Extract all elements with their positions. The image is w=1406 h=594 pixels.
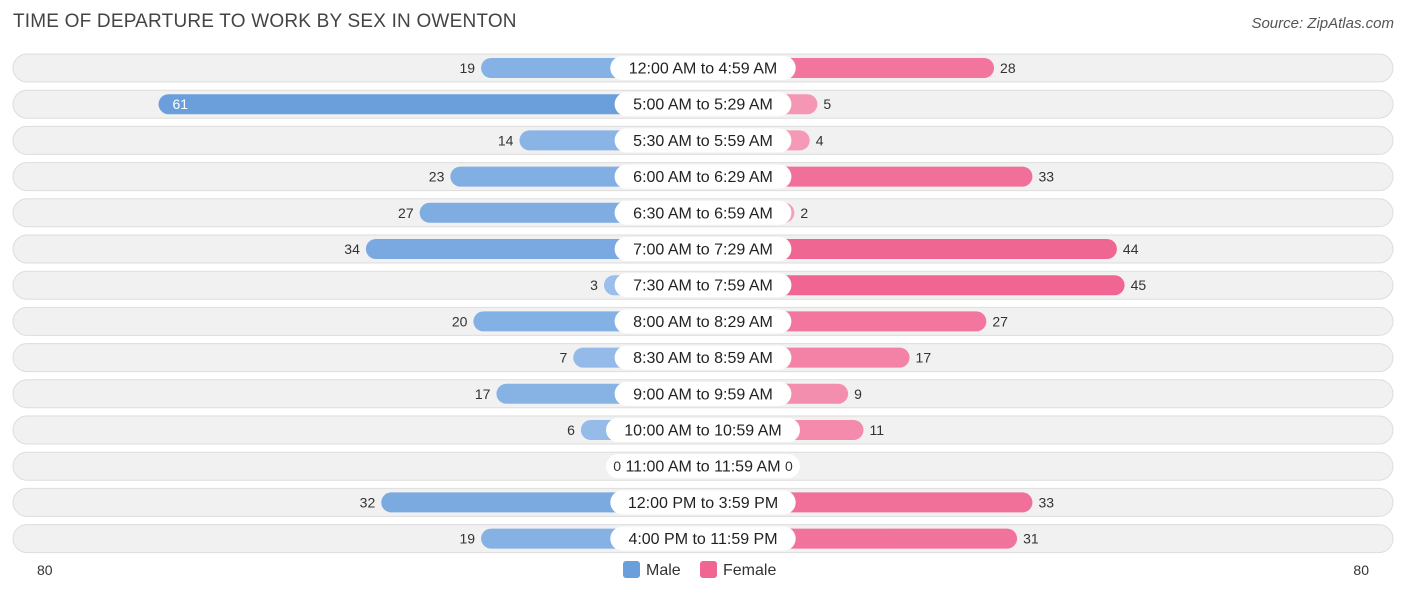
male-value-label: 19 — [460, 60, 476, 76]
legend-male-label: Male — [646, 562, 681, 579]
male-value-label: 19 — [460, 531, 476, 547]
category-label: 10:00 AM to 10:59 AM — [624, 423, 781, 440]
chart-title: TIME OF DEPARTURE TO WORK BY SEX IN OWEN… — [13, 11, 517, 32]
female-value-label: 28 — [1000, 60, 1016, 76]
legend-female-label: Female — [723, 562, 776, 579]
category-label: 12:00 AM to 4:59 AM — [629, 61, 778, 78]
category-label: 6:30 AM to 6:59 AM — [633, 205, 773, 222]
male-value-label: 3 — [590, 277, 598, 293]
female-value-label: 31 — [1023, 531, 1039, 547]
category-label: 12:00 PM to 3:59 PM — [628, 495, 778, 512]
category-label-pill — [606, 418, 800, 442]
category-label-pill — [614, 164, 792, 189]
category-label-pill — [606, 454, 800, 479]
category-label-pill — [614, 309, 792, 334]
female-value-label: 2 — [800, 205, 808, 221]
chart-source: Source: ZipAtlas.com — [1251, 15, 1394, 32]
female-value-label: 5 — [823, 96, 831, 112]
female-value-label: 4 — [816, 132, 824, 148]
male-value-label: 20 — [452, 313, 468, 329]
male-bar — [158, 94, 703, 115]
category-label: 11:00 AM to 11:59 AM — [625, 459, 780, 476]
category-label-pill — [614, 345, 792, 370]
legend-female-swatch — [700, 561, 717, 578]
male-value-label: 34 — [344, 241, 360, 257]
category-label: 8:00 AM to 8:29 AM — [633, 314, 773, 331]
female-value-label: 11 — [869, 422, 884, 438]
category-label: 4:00 PM to 11:59 PM — [628, 531, 777, 548]
category-label: 5:30 AM to 5:59 AM — [633, 133, 773, 150]
category-label-pill — [610, 526, 796, 551]
category-label: 7:00 AM to 7:29 AM — [633, 242, 773, 259]
legend-male-swatch — [623, 561, 640, 578]
category-label-pill — [614, 381, 792, 406]
male-value-label: 17 — [475, 386, 491, 402]
category-label-pill — [614, 200, 792, 225]
female-value-label: 44 — [1123, 241, 1139, 257]
category-label-pill — [614, 92, 792, 117]
category-label-pill — [610, 490, 796, 515]
category-label-pill — [614, 273, 792, 298]
category-label: 9:00 AM to 9:59 AM — [633, 386, 773, 403]
male-value-label: 61 — [173, 96, 189, 112]
male-value-label: 27 — [398, 205, 414, 221]
axis-label-left: 80 — [37, 562, 53, 578]
female-value-label: 17 — [916, 350, 932, 366]
category-label: 5:00 AM to 5:29 AM — [633, 97, 773, 114]
female-value-label: 0 — [785, 458, 793, 474]
category-label: 8:30 AM to 8:59 AM — [633, 350, 773, 367]
male-value-label: 32 — [360, 494, 376, 510]
axis-label-right: 80 — [1353, 562, 1369, 578]
male-value-label: 7 — [559, 350, 567, 366]
male-value-label: 6 — [567, 422, 575, 438]
category-label: 6:00 AM to 6:29 AM — [633, 169, 773, 186]
male-value-label: 14 — [498, 132, 514, 148]
female-bar — [703, 239, 1117, 259]
male-value-label: 23 — [429, 169, 445, 185]
category-label-pill — [614, 237, 792, 261]
category-label-pill — [610, 56, 796, 80]
male-value-label: 0 — [613, 458, 621, 474]
category-label: 7:30 AM to 7:59 AM — [633, 278, 773, 295]
female-value-label: 45 — [1131, 277, 1147, 293]
category-label-pill — [614, 128, 792, 153]
female-value-label: 33 — [1038, 494, 1054, 510]
female-value-label: 9 — [854, 386, 862, 402]
female-value-label: 33 — [1038, 169, 1054, 185]
female-value-label: 27 — [992, 313, 1008, 329]
female-bar — [703, 275, 1125, 296]
